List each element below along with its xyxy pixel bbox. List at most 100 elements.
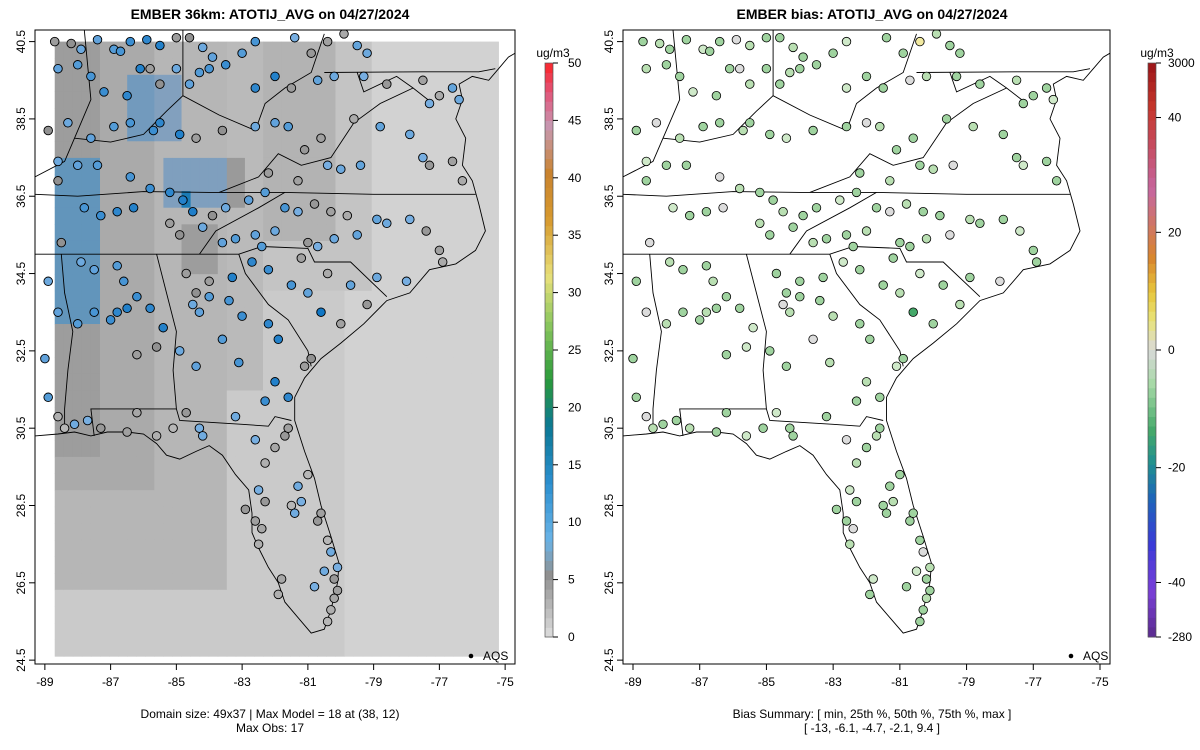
model-grid-cell bbox=[118, 307, 128, 325]
model-grid-cell bbox=[100, 108, 110, 126]
y-tick-label: 28.5 bbox=[602, 493, 616, 517]
model-grid-cell bbox=[435, 74, 445, 92]
model-grid-cell bbox=[208, 191, 219, 209]
model-grid-cell bbox=[353, 307, 364, 325]
model-grid-cell bbox=[489, 340, 499, 358]
model-grid-cell bbox=[444, 257, 454, 275]
model-grid-cell bbox=[127, 207, 137, 225]
model-grid-cell bbox=[254, 274, 264, 292]
station-marker bbox=[701, 261, 712, 271]
model-grid-cell bbox=[444, 108, 454, 126]
model-grid-cell bbox=[127, 473, 137, 491]
x-tick-label: -77 bbox=[431, 675, 449, 689]
model-grid-cell bbox=[335, 224, 345, 242]
model-grid-cell bbox=[226, 224, 237, 242]
model-grid-cell bbox=[235, 324, 246, 342]
station-marker bbox=[955, 299, 965, 310]
model-grid-cell bbox=[362, 390, 373, 408]
model-grid-cell bbox=[63, 373, 74, 391]
station-marker bbox=[289, 508, 300, 518]
model-grid-cell bbox=[163, 240, 173, 258]
model-grid-cell bbox=[480, 589, 490, 607]
model-grid-cell bbox=[471, 440, 481, 458]
model-grid-cell bbox=[299, 523, 309, 541]
model-grid-cell bbox=[426, 207, 436, 225]
colorbar-swatch bbox=[545, 350, 553, 361]
model-grid-cell bbox=[136, 639, 146, 657]
station-marker bbox=[721, 350, 732, 360]
colorbar-swatch bbox=[1148, 388, 1156, 399]
model-grid-cell bbox=[54, 573, 65, 591]
model-grid-cell bbox=[145, 340, 155, 358]
model-grid-cell bbox=[263, 108, 273, 126]
model-grid-cell bbox=[244, 456, 255, 474]
colorbar-swatch bbox=[545, 187, 553, 198]
model-grid-cell bbox=[217, 240, 228, 258]
model-grid-cell bbox=[263, 307, 273, 325]
model-grid-cell bbox=[426, 390, 436, 408]
station-marker bbox=[878, 280, 888, 290]
model-grid-cell bbox=[480, 490, 490, 508]
model-grid-cell bbox=[163, 390, 173, 408]
right-y-axis: 24.526.528.530.532.534.536.538.540.5 bbox=[602, 30, 623, 672]
station-marker bbox=[941, 114, 952, 124]
model-grid-cell bbox=[398, 573, 409, 591]
station-marker bbox=[738, 125, 748, 136]
model-grid-cell bbox=[263, 141, 273, 159]
model-grid-cell bbox=[290, 324, 300, 342]
model-grid-cell bbox=[100, 556, 110, 574]
model-grid-cell bbox=[145, 174, 155, 192]
model-grid-cell bbox=[100, 290, 110, 308]
station-marker bbox=[273, 589, 284, 600]
model-grid-cell bbox=[190, 473, 201, 491]
model-grid-cell bbox=[371, 58, 382, 76]
model-grid-cell bbox=[480, 539, 490, 557]
model-grid-cell bbox=[308, 340, 318, 358]
model-grid-cell bbox=[417, 639, 427, 657]
station-marker bbox=[155, 79, 165, 89]
model-grid-cell bbox=[417, 174, 427, 192]
model-grid-cell bbox=[254, 506, 264, 524]
model-grid-cell bbox=[444, 124, 454, 142]
model-grid-cell bbox=[90, 423, 101, 441]
colorbar-swatch bbox=[545, 503, 553, 514]
model-grid-cell bbox=[444, 274, 454, 292]
model-grid-cell bbox=[254, 174, 264, 192]
model-grid-cell bbox=[163, 58, 173, 76]
model-grid-cell bbox=[308, 407, 318, 425]
model-grid-cell bbox=[317, 141, 327, 159]
station-marker bbox=[798, 52, 808, 62]
model-grid-cell bbox=[480, 124, 490, 142]
model-grid-cell bbox=[362, 490, 373, 508]
model-grid-cell bbox=[398, 207, 409, 225]
model-grid-cell bbox=[100, 274, 110, 292]
model-grid-cell bbox=[100, 307, 110, 325]
station-marker bbox=[135, 63, 145, 74]
station-marker bbox=[336, 319, 346, 329]
station-marker bbox=[745, 79, 755, 89]
model-grid-cell bbox=[127, 324, 137, 342]
state-boundary bbox=[60, 254, 74, 432]
station-marker bbox=[362, 299, 372, 310]
model-grid-cell bbox=[281, 456, 291, 474]
model-grid-cell bbox=[380, 539, 391, 557]
model-grid-cell bbox=[190, 407, 201, 425]
model-grid-cell bbox=[81, 307, 92, 325]
station-marker bbox=[928, 319, 938, 329]
model-grid-cell bbox=[407, 224, 418, 242]
model-grid-cell bbox=[181, 473, 191, 491]
model-grid-cell bbox=[462, 357, 472, 375]
model-grid-cell bbox=[72, 407, 83, 425]
model-grid-cell bbox=[81, 556, 92, 574]
model-grid-cell bbox=[54, 240, 65, 258]
model-grid-cell bbox=[136, 440, 146, 458]
station-marker bbox=[721, 292, 732, 302]
station-marker bbox=[851, 396, 862, 406]
model-grid-cell bbox=[90, 340, 101, 358]
model-grid-cell bbox=[317, 407, 327, 425]
model-grid-cell bbox=[299, 174, 309, 192]
station-marker bbox=[701, 307, 712, 317]
model-grid-cell bbox=[444, 58, 454, 76]
model-grid-cell bbox=[72, 573, 83, 591]
model-grid-cell bbox=[471, 423, 481, 441]
